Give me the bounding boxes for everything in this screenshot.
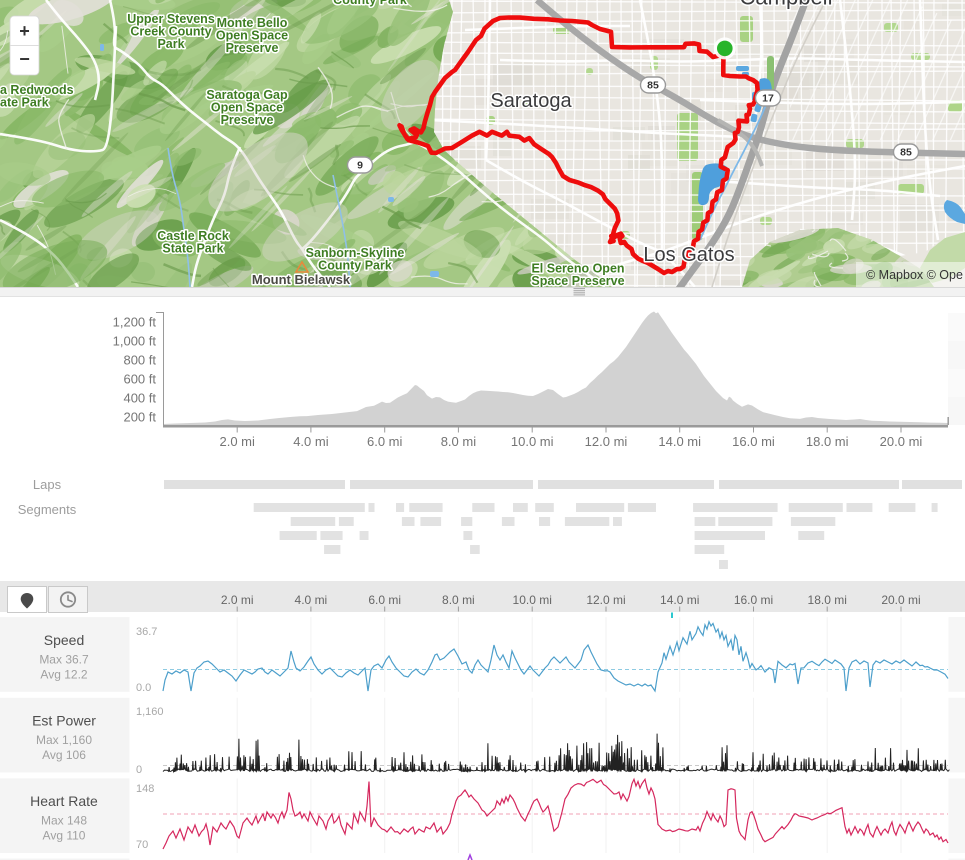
svg-text:17: 17 (762, 93, 774, 105)
svg-text:Creek County: Creek County (130, 25, 211, 39)
svg-text:18.0 mi: 18.0 mi (806, 434, 849, 449)
svg-text:Space Preserve: Space Preserve (531, 274, 624, 288)
svg-text:Max 36.7: Max 36.7 (39, 653, 89, 667)
svg-text:County Park: County Park (318, 259, 392, 273)
svg-text:Heart Rate: Heart Rate (30, 793, 98, 809)
svg-text:16.0 mi: 16.0 mi (732, 434, 775, 449)
svg-text:148: 148 (136, 783, 154, 795)
svg-text:10.0 mi: 10.0 mi (513, 593, 552, 607)
svg-text:20.0 mi: 20.0 mi (880, 434, 923, 449)
svg-text:Park: Park (157, 37, 184, 51)
svg-text:El Sereno Open: El Sereno Open (531, 262, 624, 276)
svg-text:14.0 mi: 14.0 mi (658, 434, 701, 449)
svg-text:−: − (19, 49, 30, 69)
svg-text:Upper Stevens: Upper Stevens (127, 12, 215, 26)
svg-text:Saratoga Gap: Saratoga Gap (206, 88, 288, 102)
svg-text:200 ft: 200 ft (123, 410, 156, 425)
svg-text:8.0 mi: 8.0 mi (441, 434, 477, 449)
svg-text:Laps: Laps (33, 477, 62, 492)
svg-text:Avg 12.2: Avg 12.2 (40, 668, 87, 682)
svg-text:85: 85 (900, 147, 912, 159)
svg-text:State Park: State Park (162, 242, 223, 256)
svg-text:a Redwoods: a Redwoods (0, 83, 74, 97)
svg-text:800 ft: 800 ft (123, 353, 156, 368)
svg-text:Open Space: Open Space (216, 29, 288, 43)
svg-text:Castle Rock: Castle Rock (157, 229, 229, 243)
svg-text:12.0 mi: 12.0 mi (585, 434, 628, 449)
svg-text:Campbell: Campbell (740, 0, 833, 10)
svg-text:4.0 mi: 4.0 mi (293, 434, 329, 449)
svg-text:2.0 mi: 2.0 mi (221, 593, 254, 607)
svg-text:ate Park: ate Park (0, 96, 49, 110)
svg-text:Speed: Speed (44, 632, 84, 648)
svg-text:20.0 mi: 20.0 mi (881, 593, 920, 607)
svg-text:Max 1,160: Max 1,160 (36, 733, 92, 747)
svg-text:16.0 mi: 16.0 mi (734, 593, 773, 607)
svg-text:36.7: 36.7 (136, 626, 157, 638)
svg-text:10.0 mi: 10.0 mi (511, 434, 554, 449)
svg-text:Open Space: Open Space (211, 101, 283, 115)
svg-text:70: 70 (136, 839, 148, 851)
svg-text:© Mapbox © Ope: © Mapbox © Ope (866, 268, 963, 282)
svg-text:8.0 mi: 8.0 mi (442, 593, 475, 607)
svg-text:400 ft: 400 ft (123, 391, 156, 406)
svg-text:Segments: Segments (18, 502, 77, 517)
svg-text:0.0: 0.0 (136, 682, 151, 694)
svg-text:6.0 mi: 6.0 mi (367, 434, 403, 449)
svg-text:85: 85 (647, 80, 659, 92)
svg-text:Avg 106: Avg 106 (42, 748, 86, 762)
svg-text:0: 0 (136, 764, 142, 776)
svg-text:+: + (19, 21, 30, 41)
svg-text:4.0 mi: 4.0 mi (295, 593, 328, 607)
svg-text:Preserve: Preserve (226, 41, 279, 55)
svg-text:Preserve: Preserve (221, 113, 274, 127)
svg-text:1,160: 1,160 (136, 706, 164, 718)
svg-text:6.0 mi: 6.0 mi (368, 593, 401, 607)
svg-text:Mount Bielawsk: Mount Bielawsk (252, 272, 351, 287)
svg-text:1,200 ft: 1,200 ft (113, 315, 157, 330)
svg-text:Max 148: Max 148 (41, 814, 87, 828)
svg-text:1,000 ft: 1,000 ft (113, 334, 157, 349)
svg-text:9: 9 (357, 160, 363, 172)
svg-text:Sanborn-Skyline: Sanborn-Skyline (306, 246, 405, 260)
svg-text:Monte Bello: Monte Bello (217, 16, 288, 30)
svg-text:600 ft: 600 ft (123, 372, 156, 387)
svg-text:Avg 110: Avg 110 (43, 829, 86, 843)
svg-text:12.0 mi: 12.0 mi (586, 593, 625, 607)
svg-text:Saratoga: Saratoga (490, 90, 572, 112)
svg-text:14.0 mi: 14.0 mi (660, 593, 699, 607)
svg-text:2.0 mi: 2.0 mi (219, 434, 255, 449)
svg-text:Est Power: Est Power (32, 713, 96, 729)
svg-text:County Park: County Park (333, 0, 407, 7)
svg-text:Los Gatos: Los Gatos (643, 244, 734, 266)
svg-text:18.0 mi: 18.0 mi (808, 593, 847, 607)
